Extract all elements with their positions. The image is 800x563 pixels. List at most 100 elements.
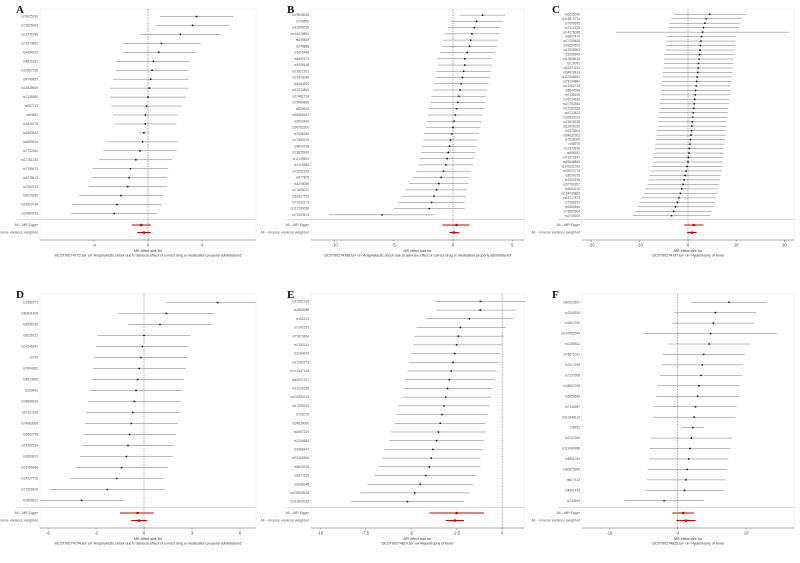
snp-estimate-point bbox=[698, 58, 700, 60]
snp-estimate-point bbox=[691, 120, 694, 123]
snp-estimate-point bbox=[424, 474, 427, 477]
snp-label: rs7143967 bbox=[565, 405, 580, 409]
x-tick-label: 0 bbox=[147, 242, 150, 247]
snp-estimate-point bbox=[419, 483, 422, 486]
snp-label: rs7037266 bbox=[565, 436, 580, 440]
snp-label: rs1582573 bbox=[23, 301, 38, 305]
snp-label: rs7268161 bbox=[565, 200, 580, 204]
snp-label: rs6457229 bbox=[294, 430, 309, 434]
snp-label: rs7153141 bbox=[294, 343, 309, 347]
snp-estimate-point bbox=[444, 396, 447, 399]
snp-label: rs7000685 bbox=[565, 21, 580, 25]
plot-frame bbox=[39, 293, 257, 529]
snp-label: rs117289058 bbox=[291, 207, 310, 211]
snp-estimate-point bbox=[694, 89, 697, 92]
x-tick-label: 4 bbox=[201, 242, 204, 247]
snp-label: rs146311583 bbox=[562, 165, 581, 169]
snp-label: rs620903 bbox=[296, 107, 310, 111]
panel-letter: F bbox=[552, 289, 559, 301]
mr-egger-point bbox=[455, 223, 458, 227]
snp-label: rs4996518 bbox=[294, 63, 309, 67]
snp-label: rs8544999 bbox=[565, 88, 580, 92]
snp-label: rs2665988 bbox=[294, 308, 309, 312]
ivw-point bbox=[142, 231, 146, 234]
snp-estimate-point bbox=[709, 332, 712, 335]
snp-label: rs78428188 bbox=[563, 120, 580, 124]
x-axis-title: MR effect size for bbox=[134, 249, 163, 253]
snp-estimate-point bbox=[686, 165, 688, 168]
snp-estimate-point bbox=[442, 170, 445, 173]
snp-estimate-point bbox=[406, 500, 409, 503]
snp-label: rs13958536 bbox=[292, 26, 309, 30]
ivw-label: All – Inverse variance weighted bbox=[0, 231, 38, 235]
snp-label: rs4208058 bbox=[294, 182, 309, 186]
x-axis-title: MR effect size for bbox=[404, 249, 433, 253]
snp-label: rs72846115 bbox=[292, 138, 309, 142]
x-tick-label: -20 bbox=[589, 242, 596, 247]
x-tick-label: -7.5 bbox=[362, 530, 370, 535]
mr-egger-label: All – MR Egger bbox=[14, 223, 38, 227]
snp-estimate-point bbox=[692, 107, 695, 110]
ivw-point bbox=[137, 519, 141, 522]
x-tick-label: -3 bbox=[94, 530, 98, 535]
snp-estimate-point bbox=[454, 114, 457, 116]
snp-estimate-point bbox=[413, 492, 416, 494]
snp-label: rs71659490 bbox=[21, 488, 38, 492]
snp-label: rs65503023 bbox=[563, 115, 580, 119]
snp-estimate-point bbox=[437, 182, 440, 185]
snp-label: rs11145691 bbox=[293, 157, 310, 161]
snp-label: rs17181233 bbox=[21, 158, 38, 162]
x-axis-title: MR effect size for bbox=[674, 537, 703, 541]
snp-estimate-point bbox=[463, 64, 466, 66]
snp-label: rs7262371 bbox=[23, 185, 38, 189]
x-axis-title: MR effect size for bbox=[674, 249, 703, 253]
snp-label: rs57763384 bbox=[563, 102, 580, 106]
snp-label: rs34563758 bbox=[563, 384, 580, 388]
snp-label: rs3476276 bbox=[23, 122, 38, 126]
x-tick-label: -2.5 bbox=[453, 530, 461, 535]
snp-label: rs60522867 bbox=[563, 300, 580, 304]
x-tick-label: 0 bbox=[452, 242, 455, 247]
snp-label: rs4997971 bbox=[294, 57, 309, 61]
x-axis-title: 'GCST90274794.tsv' on 'Anaphylactic shoc… bbox=[54, 542, 242, 546]
snp-estimate-point bbox=[689, 138, 692, 141]
snp-estimate-point bbox=[698, 53, 701, 56]
snp-label: rs72822301 bbox=[292, 69, 309, 73]
snp-label: rs2265926 bbox=[565, 311, 580, 315]
snp-estimate-point bbox=[381, 213, 383, 216]
snp-label: rs726719 bbox=[296, 413, 310, 417]
snp-estimate-point bbox=[144, 114, 147, 116]
snp-label: rs8456139 bbox=[23, 323, 38, 327]
snp-label: rs12409026 bbox=[563, 124, 580, 128]
snp-label: rs7137608 bbox=[565, 373, 580, 377]
snp-label: rs20884151 bbox=[21, 212, 38, 216]
snp-estimate-point bbox=[689, 447, 691, 450]
snp-label: rs677423 bbox=[567, 478, 581, 482]
snp-estimate-point bbox=[448, 378, 451, 381]
x-tick-label: -10 bbox=[317, 530, 324, 535]
snp-label: rs78597804 bbox=[563, 209, 580, 213]
snp-label: rs80575286 bbox=[563, 468, 580, 472]
snp-label: rs4749857 bbox=[23, 77, 38, 81]
snp-estimate-point bbox=[701, 31, 704, 34]
snp-label: rs6061176 bbox=[565, 187, 580, 191]
x-tick-label: -10 bbox=[606, 530, 613, 535]
panel-letter: B bbox=[287, 4, 295, 16]
snp-estimate-point bbox=[455, 343, 458, 346]
snp-estimate-point bbox=[697, 62, 700, 65]
ivw-label: All – Inverse variance weighted bbox=[0, 519, 38, 523]
snp-estimate-point bbox=[143, 334, 145, 337]
snp-estimate-point bbox=[670, 214, 673, 217]
snp-estimate-point bbox=[147, 96, 149, 98]
snp-label: rs7799673 bbox=[23, 167, 38, 171]
snp-label: rs12935983 bbox=[563, 48, 580, 52]
snp-estimate-point bbox=[430, 201, 433, 204]
x-tick-label: 6 bbox=[239, 530, 242, 535]
snp-label: rs8951 bbox=[570, 426, 580, 430]
snp-estimate-point bbox=[708, 343, 711, 345]
x-axis-title: 'GCST90274788.tsv' on 'Anaphylactic shoc… bbox=[324, 254, 512, 258]
snp-estimate-point bbox=[128, 176, 131, 179]
snp-label: rs1264523 bbox=[294, 352, 309, 356]
snp-estimate-point bbox=[686, 468, 689, 471]
